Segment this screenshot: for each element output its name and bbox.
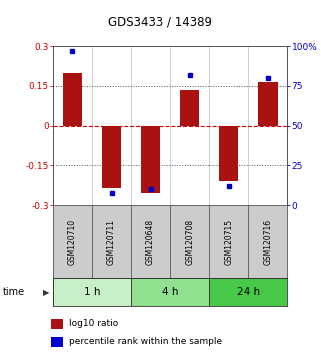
Text: ▶: ▶ xyxy=(43,287,50,297)
Text: log10 ratio: log10 ratio xyxy=(69,319,118,329)
Text: 24 h: 24 h xyxy=(237,287,260,297)
Bar xyxy=(102,126,121,188)
Text: GSM120710: GSM120710 xyxy=(68,218,77,265)
Text: GSM120648: GSM120648 xyxy=(146,218,155,265)
Bar xyxy=(219,126,239,181)
Bar xyxy=(180,90,199,126)
Bar xyxy=(53,278,131,306)
Text: 1 h: 1 h xyxy=(84,287,100,297)
Bar xyxy=(141,126,160,193)
Bar xyxy=(131,278,209,306)
Bar xyxy=(258,82,278,126)
Text: time: time xyxy=(3,287,25,297)
Bar xyxy=(209,278,287,306)
Text: percentile rank within the sample: percentile rank within the sample xyxy=(69,337,222,346)
Text: GSM120716: GSM120716 xyxy=(263,218,272,265)
Text: GSM120708: GSM120708 xyxy=(185,218,194,265)
Text: GDS3433 / 14389: GDS3433 / 14389 xyxy=(108,16,213,29)
Text: 4 h: 4 h xyxy=(162,287,178,297)
Bar xyxy=(63,73,82,126)
Text: GSM120711: GSM120711 xyxy=(107,219,116,264)
Text: GSM120715: GSM120715 xyxy=(224,218,233,265)
